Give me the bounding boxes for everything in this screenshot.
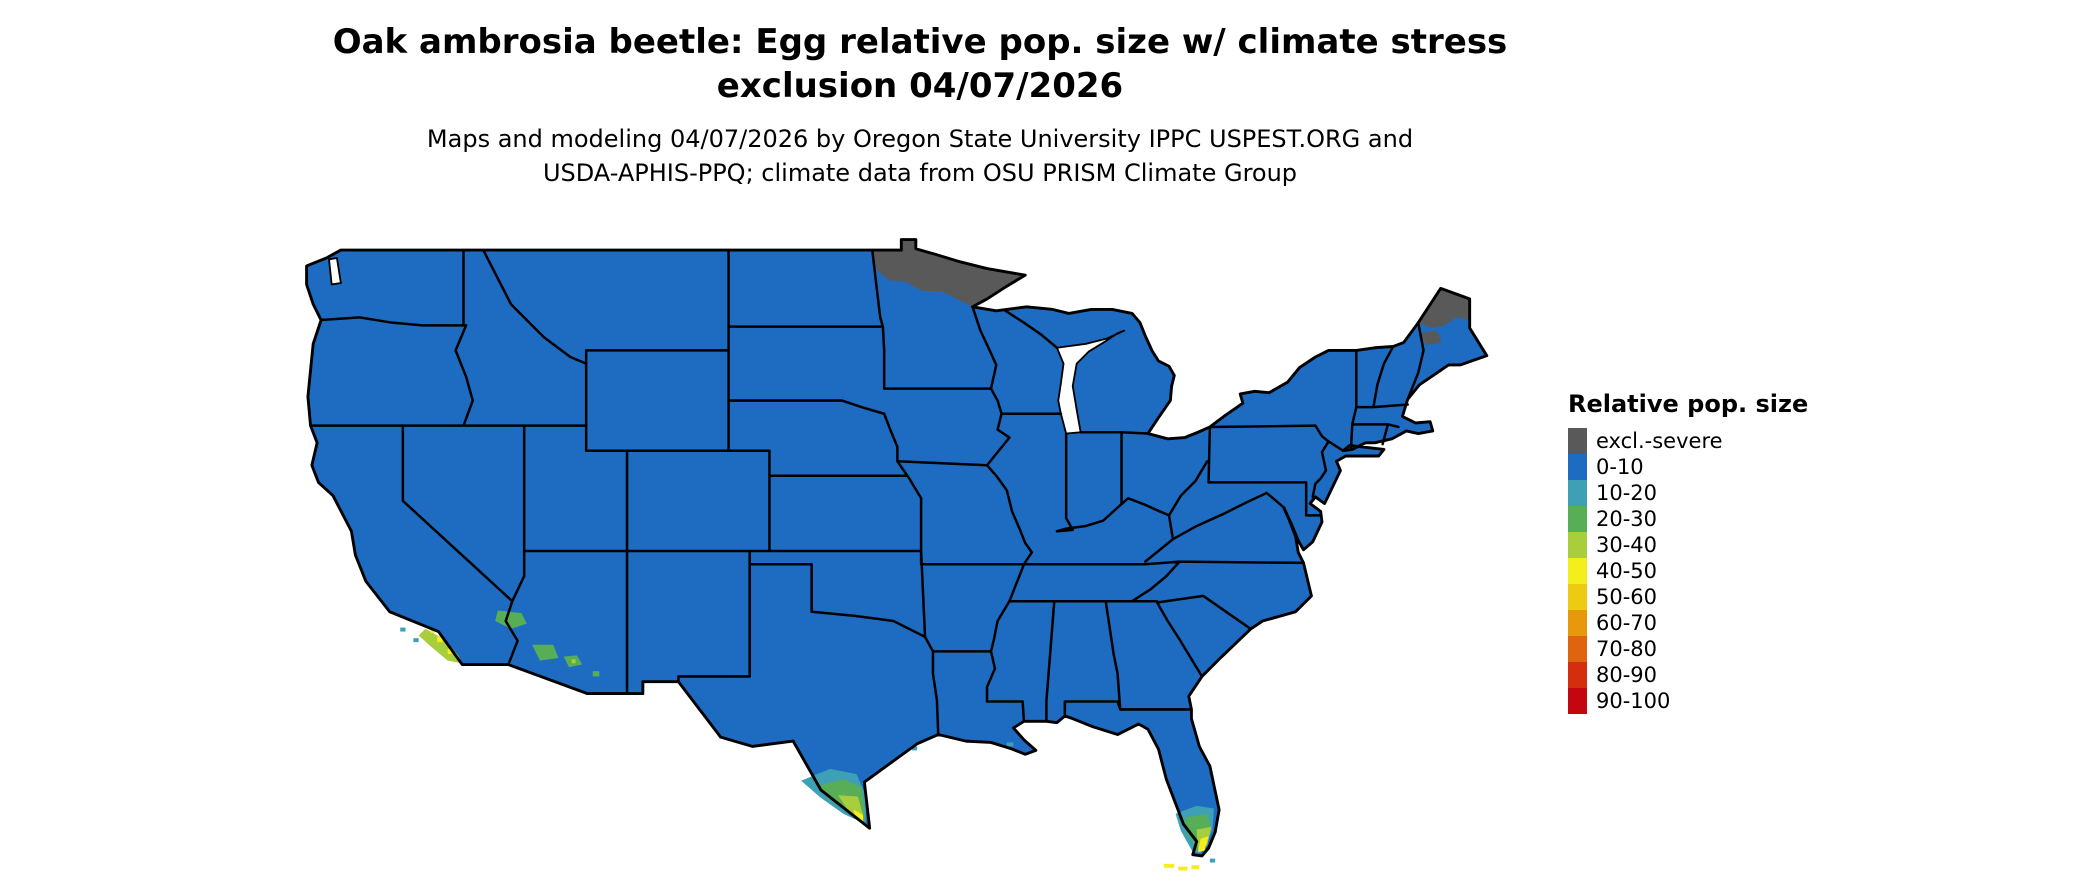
popsize-region-florida-yellow (1198, 836, 1209, 852)
legend-row-20-30: 20-30 (1568, 506, 1808, 532)
legend-label-30-40: 30-40 (1596, 533, 1658, 557)
title-line-1: Oak ambrosia beetle: Egg relative pop. s… (332, 22, 1508, 62)
legend-swatch-90-100 (1568, 688, 1587, 714)
popsize-region-arizona-yellow (571, 659, 576, 664)
state-borders (309, 248, 1425, 736)
legend-row-60-70: 60-70 (1568, 610, 1808, 636)
exclusion-region-maine (1418, 288, 1470, 328)
legend-title: Relative pop. size (1568, 390, 1809, 418)
popsize-region-keys-yellow-3 (1191, 865, 1200, 870)
legend-row-50-60: 50-60 (1568, 584, 1808, 610)
popsize-region-socal-yellowgreen-band (418, 628, 463, 664)
title-line-2: exclusion 04/07/2026 (716, 66, 1124, 106)
legend-label-80-90: 80-90 (1596, 663, 1658, 687)
lake-michigan (1056, 329, 1126, 435)
legend-label-0-10: 0-10 (1596, 455, 1644, 479)
legend-label-40-50: 40-50 (1596, 559, 1658, 583)
legend-row-10-20: 10-20 (1568, 480, 1808, 506)
legend-label-10-20: 10-20 (1596, 481, 1658, 505)
legend-swatch-80-90 (1568, 662, 1587, 688)
popsize-region-socal-green-1 (495, 610, 527, 629)
legend-label-60-70: 60-70 (1596, 611, 1658, 635)
popsize-region-socal-yellow-1 (437, 636, 443, 643)
exclusion-region-minnesota (872, 239, 1026, 307)
legend-swatch-excl-severe (1568, 428, 1587, 454)
subtitle-line-1: Maps and modeling 04/07/2026 by Oregon S… (426, 125, 1414, 153)
legend-swatch-30-40 (1568, 532, 1587, 558)
popsize-region-socal-green-2 (532, 644, 559, 661)
legend-label-50-60: 50-60 (1596, 585, 1658, 609)
popsize-region-gulf-teal-2 (911, 746, 918, 751)
us-land (306, 239, 1487, 856)
puget-sound (328, 257, 342, 286)
popsize-region-keys-teal (1209, 858, 1216, 863)
popsize-region-socal-teal-2 (413, 638, 419, 643)
legend-label-90-100: 90-100 (1596, 689, 1671, 713)
popsize-region-socal-yellow-3 (430, 628, 435, 633)
legend-swatch-60-70 (1568, 610, 1587, 636)
legend-label-20-30: 20-30 (1596, 507, 1658, 531)
legend-row-90-100: 90-100 (1568, 688, 1808, 714)
popsize-region-keys-yellow-1 (1163, 863, 1175, 868)
exclusion-region-maine-2 (1420, 330, 1442, 346)
page-title: Oak ambrosia beetle: Egg relative pop. s… (0, 20, 1840, 108)
popsize-region-socal-yellow-2 (447, 648, 453, 654)
popsize-region-keys-yellow-2 (1178, 866, 1188, 871)
legend-label-excl-severe: excl.-severe (1596, 429, 1723, 453)
legend-swatch-40-50 (1568, 558, 1587, 584)
legend: Relative pop. size excl.-severe 0-10 10-… (1568, 390, 1808, 714)
legend-swatch-20-30 (1568, 506, 1587, 532)
legend-row-40-50: 40-50 (1568, 558, 1808, 584)
legend-row-70-80: 70-80 (1568, 636, 1808, 662)
legend-swatch-50-60 (1568, 584, 1587, 610)
legend-swatch-10-20 (1568, 480, 1587, 506)
popsize-region-socal-teal-1 (400, 627, 406, 632)
popsize-region-gulf-teal-1 (1006, 742, 1014, 747)
legend-row-80-90: 80-90 (1568, 662, 1808, 688)
page-subtitle: Maps and modeling 04/07/2026 by Oregon S… (0, 122, 1840, 190)
legend-swatch-70-80 (1568, 636, 1587, 662)
legend-row-30-40: 30-40 (1568, 532, 1808, 558)
us-map-svg (305, 238, 1489, 871)
popsize-region-arizona-green-2 (592, 671, 600, 677)
legend-row-0-10: 0-10 (1568, 454, 1808, 480)
subtitle-line-2: USDA-APHIS-PPQ; climate data from OSU PR… (542, 159, 1298, 187)
legend-label-70-80: 70-80 (1596, 637, 1658, 661)
legend-swatch-0-10 (1568, 454, 1587, 480)
legend-row-excl-severe: excl.-severe (1568, 428, 1808, 454)
